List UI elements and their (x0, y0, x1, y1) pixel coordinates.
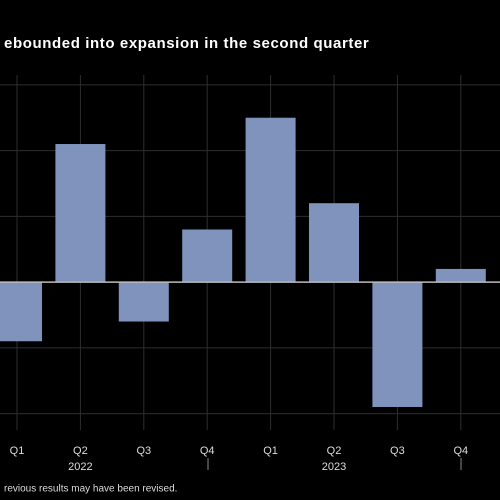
x-tick-label: Q2 (327, 445, 342, 457)
bar (372, 282, 423, 407)
x-tick-label: Q2 (73, 445, 88, 457)
x-tick-label: Q4 (453, 445, 468, 457)
bar (55, 144, 106, 283)
bar (435, 268, 486, 283)
chart-title: ebounded into expansion in the second qu… (4, 35, 369, 52)
x-tick-label: Q1 (263, 445, 278, 457)
group-label: 2023 (322, 461, 346, 473)
bar (309, 203, 359, 283)
bar (182, 229, 233, 283)
group-label: 2022 (68, 461, 92, 473)
bar (118, 282, 169, 322)
x-tick-label: Q3 (390, 445, 405, 457)
bar (245, 117, 296, 283)
footnote: revious results may have been revised. (4, 484, 177, 495)
x-tick-label: Q4 (200, 445, 215, 457)
x-tick-label: Q1 (10, 445, 25, 457)
x-tick-label: Q3 (136, 445, 151, 457)
bar (0, 282, 42, 342)
